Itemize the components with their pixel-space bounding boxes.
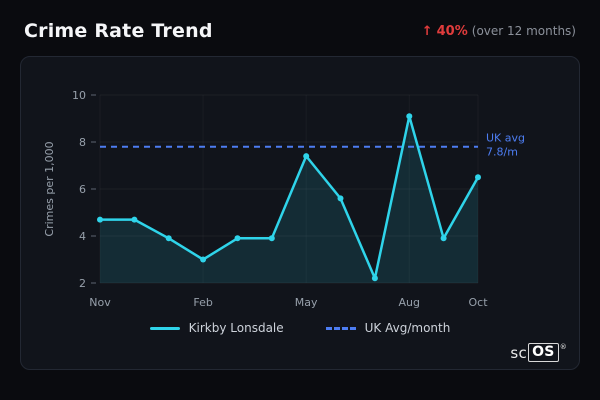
legend-label: UK Avg/month [364, 321, 451, 335]
trend-stat-value: 40% [436, 23, 468, 39]
page-header: Crime Rate Trend ↑ 40% (over 12 months) [0, 0, 600, 56]
svg-text:Oct: Oct [468, 296, 488, 309]
chart-wrap: 2 4 6 8 10 Nov Feb May Aug Oct UK avg 7.8/m Crimes p… [21, 65, 579, 317]
legend-swatch-solid [149, 326, 180, 330]
chart-card: 2 4 6 8 10 Nov Feb May Aug Oct UK avg 7.8/m Crimes p… [20, 56, 580, 370]
svg-text:Feb: Feb [193, 296, 212, 309]
svg-text:2: 2 [79, 277, 86, 290]
svg-text:Nov: Nov [89, 296, 111, 309]
logo-prefix: sc [510, 343, 528, 362]
logo-boxed: OS [528, 343, 559, 362]
svg-text:4: 4 [79, 230, 86, 243]
trend-stat: ↑ 40% (over 12 months) [422, 24, 576, 39]
trend-stat-caption: (over 12 months) [471, 23, 576, 38]
svg-text:10: 10 [72, 89, 86, 102]
scos-logo: sc OS ® [510, 343, 567, 362]
page-title: Crime Rate Trend [24, 20, 213, 42]
legend-item-kirkby-lonsdale[interactable]: Kirkby Lonsdale [149, 321, 284, 335]
svg-text:May: May [295, 296, 318, 309]
svg-text:UK avg: UK avg [486, 132, 525, 145]
logo-registered-mark: ® [559, 342, 567, 351]
svg-text:6: 6 [79, 183, 86, 196]
up-arrow-icon: ↑ [421, 23, 433, 39]
chart-legend: Kirkby Lonsdale UK Avg/month [21, 321, 579, 335]
svg-text:8: 8 [79, 136, 86, 149]
legend-label: Kirkby Lonsdale [188, 321, 284, 335]
svg-text:7.8/m: 7.8/m [486, 146, 518, 159]
svg-text:Aug: Aug [399, 296, 420, 309]
legend-swatch-dashed [325, 326, 356, 330]
legend-item-uk-avg[interactable]: UK Avg/month [325, 321, 451, 335]
svg-text:Crimes per 1,000: Crimes per 1,000 [43, 141, 56, 236]
